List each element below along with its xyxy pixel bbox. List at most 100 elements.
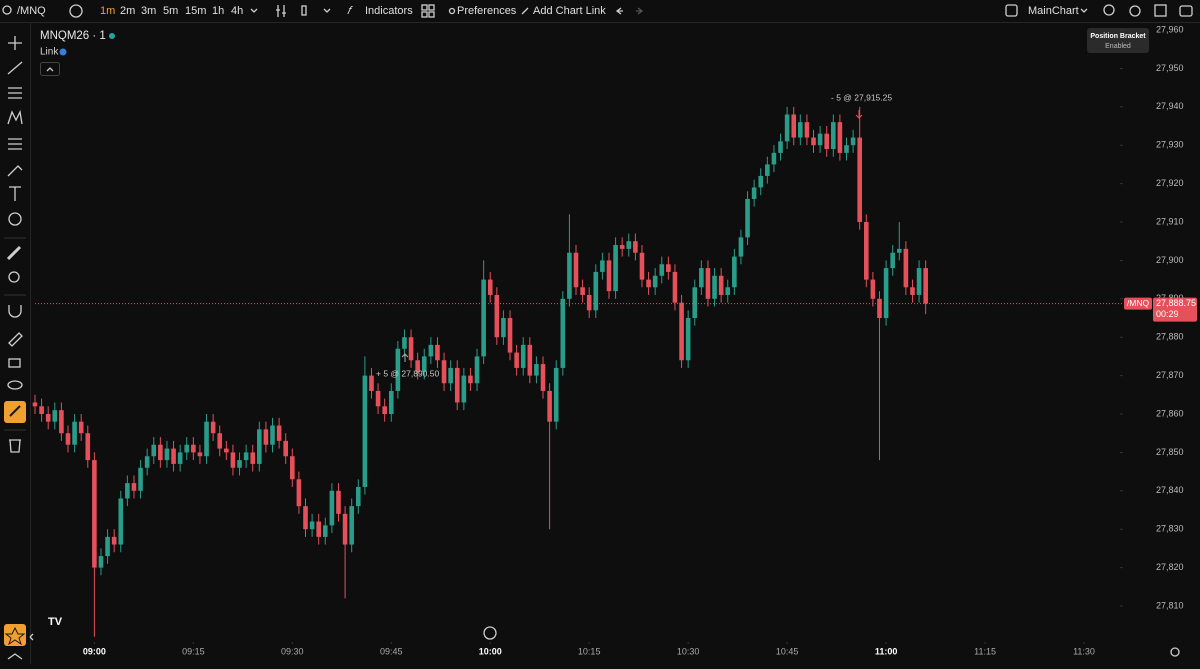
preferences-icon[interactable] <box>448 7 456 15</box>
timeframe[interactable]: 15m <box>185 5 206 17</box>
candle-body <box>751 187 757 199</box>
candle-body <box>441 360 447 384</box>
collapse-legend[interactable] <box>40 62 60 76</box>
ruler-tool[interactable] <box>6 245 22 261</box>
candle-body <box>78 421 84 434</box>
bar-type[interactable] <box>276 5 286 17</box>
projection-tool[interactable] <box>8 138 22 150</box>
indicators-button[interactable]: Indicators <box>365 5 413 17</box>
status-dot <box>109 33 115 39</box>
candle-body <box>342 513 348 545</box>
templates-icon[interactable] <box>428 4 435 11</box>
candle-body <box>408 337 414 361</box>
pattern-tool[interactable] <box>7 109 23 125</box>
axis-settings[interactable] <box>1170 647 1180 657</box>
candle-body <box>547 390 552 422</box>
candle-body <box>916 268 922 295</box>
candle-body <box>685 318 691 361</box>
replay-button[interactable] <box>483 626 497 640</box>
position-bracket-toggle[interactable] <box>1103 4 1115 16</box>
candle-body <box>303 506 308 530</box>
candle-type[interactable] <box>301 5 307 16</box>
candle-body <box>903 248 909 288</box>
layout-icon[interactable] <box>1005 4 1018 17</box>
candle-body <box>613 245 618 292</box>
fullscreen[interactable] <box>1154 4 1167 17</box>
layers-icon[interactable] <box>7 653 23 660</box>
lock-tool[interactable] <box>8 358 21 368</box>
candle-body <box>421 356 427 372</box>
candle-body <box>52 410 58 422</box>
add-symbol[interactable] <box>69 4 83 18</box>
templates-icon[interactable] <box>428 11 435 18</box>
candle-body <box>257 429 262 464</box>
candle-body <box>896 248 902 253</box>
candle-body <box>837 122 843 153</box>
settings[interactable] <box>1129 5 1141 17</box>
candle-body <box>771 152 777 165</box>
lock-drawings[interactable] <box>8 332 23 347</box>
chart-type-menu[interactable] <box>323 8 331 13</box>
candle-body <box>237 460 242 468</box>
candle-body <box>164 448 170 461</box>
x-tick-label: 11:00 <box>875 646 898 656</box>
fib-tool[interactable] <box>8 87 22 99</box>
trendline-tool[interactable] <box>7 61 23 75</box>
candle-body <box>111 536 117 545</box>
templates-icon[interactable] <box>421 4 428 11</box>
y-tick-label: 27,880 <box>1156 332 1184 342</box>
candle-body <box>125 483 130 499</box>
layout-name[interactable]: MainChart <box>1028 5 1079 17</box>
candle-body <box>138 467 143 491</box>
candle-body <box>844 145 849 153</box>
redo[interactable] <box>636 7 644 15</box>
candle-body <box>309 521 315 530</box>
hide-tool[interactable] <box>7 380 23 390</box>
sell-arrow <box>855 110 863 119</box>
timeframe[interactable]: 3m <box>141 5 156 17</box>
preferences-button[interactable]: Preferences <box>457 5 517 17</box>
search-icon[interactable] <box>2 5 12 15</box>
candle-body <box>560 298 566 368</box>
favorites[interactable] <box>4 624 26 646</box>
x-tick-label: 11:15 <box>974 646 996 656</box>
layout-menu[interactable] <box>1080 8 1088 13</box>
text-tool[interactable] <box>9 186 21 201</box>
candle-body <box>798 122 803 138</box>
candle-body <box>626 241 632 249</box>
indicator-icon[interactable]: 𝑓 <box>347 5 353 17</box>
timeframe[interactable]: 2m <box>120 5 135 17</box>
symbol[interactable]: /MNQ <box>17 5 46 17</box>
candle-body <box>857 137 862 222</box>
zoom-tool[interactable] <box>8 271 20 283</box>
templates-icon[interactable] <box>421 11 428 18</box>
toolbar: /MNQ 1m 2m 3m 5m 15m 1h 4h 𝑓 Indicators … <box>2 4 1193 18</box>
crosshair-tool[interactable] <box>8 36 22 50</box>
link-icon[interactable] <box>521 7 529 15</box>
emoji-tool[interactable] <box>8 212 22 226</box>
collapse-arrow[interactable] <box>29 633 34 641</box>
candle-body <box>276 425 282 441</box>
candle-body <box>606 260 612 292</box>
candle-body <box>32 402 38 407</box>
magnet-tool[interactable] <box>8 305 22 318</box>
candle-body <box>210 421 216 434</box>
timeframe[interactable]: 1m <box>100 5 115 17</box>
candle-body <box>831 122 836 150</box>
candle-body <box>850 137 856 146</box>
y-tick-label: 27,870 <box>1156 370 1184 380</box>
add-chart-link[interactable]: Add Chart Link <box>533 5 606 17</box>
timeframe[interactable]: 5m <box>163 5 178 17</box>
delete-tool[interactable] <box>9 439 21 453</box>
candle-body <box>877 298 882 318</box>
timeframe[interactable]: 4h <box>231 5 243 17</box>
candle-body <box>745 198 750 238</box>
screenshot[interactable] <box>1179 5 1193 17</box>
undo[interactable] <box>615 7 623 15</box>
timeframe[interactable]: 1h <box>212 5 224 17</box>
timeframe-menu[interactable] <box>250 8 258 13</box>
brush-tool[interactable] <box>7 165 23 177</box>
x-tick-label: 10:00 <box>479 646 502 656</box>
candle-body <box>355 486 361 507</box>
candle-body <box>329 490 335 526</box>
